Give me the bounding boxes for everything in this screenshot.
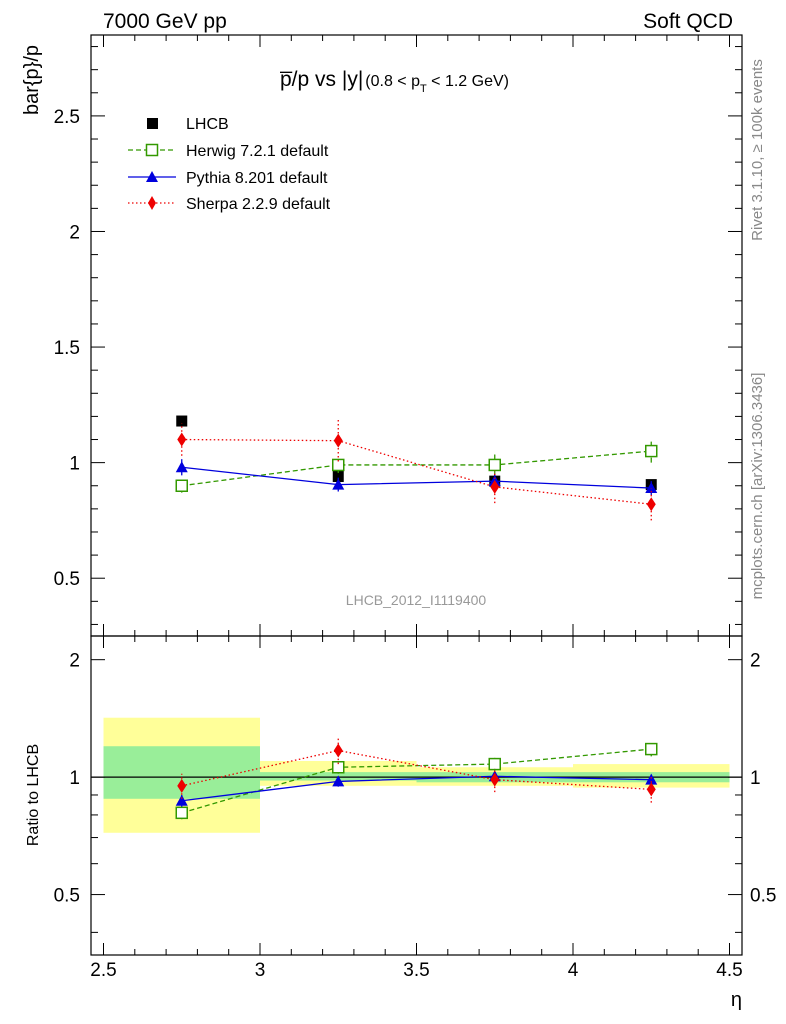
ticks: 2.5 3 3.5 4 4.5 0.5 1 1.5 2 2.5 0.5 0.5 1 1 2 2	[54, 35, 776, 981]
legend-herwig-marker	[145, 143, 159, 157]
herwig-line	[181, 450, 652, 487]
herwig-ratio-point	[645, 742, 658, 756]
legend-sherpa-marker	[148, 196, 156, 210]
pythia-ratio-line	[181, 775, 652, 802]
x-axis-label: η	[731, 989, 742, 1011]
sherpa-point	[646, 497, 656, 512]
sherpa-point	[490, 479, 500, 494]
analysis-id: LHCB_2012_I1119400	[346, 592, 487, 608]
herwig-point	[488, 458, 501, 472]
herwig-ratio-point	[175, 806, 188, 820]
ratio-tick-label: 2	[69, 651, 80, 672]
sherpa-ratio-line	[181, 749, 652, 791]
pythia-point	[175, 461, 188, 473]
y-tick-label: 0.5	[54, 569, 80, 590]
legend-sherpa-label: Sherpa 2.2.9 default	[186, 196, 331, 213]
sherpa-ratio-point	[333, 743, 343, 758]
rivet-label: Rivet 3.1.10, ≥ 100k events	[749, 59, 766, 241]
herwig-point	[645, 444, 658, 458]
y-tick-label: 2.5	[54, 107, 80, 128]
header-left: 7000 GeV pp	[103, 10, 227, 33]
herwig-ratio-point	[488, 757, 501, 771]
ratio-bands	[103, 717, 730, 833]
sherpa-point	[333, 433, 343, 448]
pythia-point	[332, 478, 345, 490]
legend-herwig-label: Herwig 7.2.1 default	[186, 143, 329, 160]
herwig-point	[332, 458, 345, 472]
herwig-point	[175, 479, 188, 492]
title-main: p̅/p vs |y|	[279, 68, 363, 91]
pythia-ratio-point	[645, 773, 658, 785]
x-tick-label: 4	[568, 960, 579, 981]
main-series	[175, 415, 658, 521]
header-right: Soft QCD	[643, 10, 733, 33]
x-tick-label: 3	[255, 960, 266, 981]
sherpa-ratio-point	[490, 772, 500, 787]
legend: LHCB Herwig 7.2.1 default Pythia 8.201 d…	[128, 116, 331, 213]
chart-title: p̅/p vs |y| (0.8 < pT < 1.2 GeV)	[279, 68, 509, 95]
legend-lhcb-marker	[147, 118, 158, 129]
title-cut-sub: T	[420, 83, 427, 95]
sherpa-point	[177, 432, 187, 447]
pythia-ratio-point	[175, 794, 188, 806]
lhcb-point	[176, 415, 188, 427]
legend-lhcb-label: LHCB	[186, 116, 229, 133]
y-tick-label: 1.5	[54, 338, 80, 359]
ratio-series	[175, 737, 658, 820]
ratio-tick-label-right: 0.5	[750, 886, 776, 907]
source-label: mcplots.cern.ch [arXiv:1306.3436]	[749, 373, 766, 600]
y-tick-label: 2	[69, 222, 80, 243]
legend-pythia-marker	[146, 171, 158, 182]
ratio-axis-label: Ratio to LHCB	[25, 744, 42, 846]
x-tick-label: 3.5	[403, 960, 429, 981]
ratio-tick-label: 0.5	[54, 886, 80, 907]
x-tick-label: 2.5	[90, 960, 116, 981]
ratio-tick-label: 1	[69, 768, 80, 789]
pythia-point	[645, 482, 658, 494]
y-axis-label: bar{p}/p	[21, 45, 43, 115]
legend-pythia-label: Pythia 8.201 default	[186, 170, 328, 187]
herwig-ratio-point	[332, 761, 345, 774]
ratio-tick-label-right: 2	[750, 651, 761, 672]
sherpa-ratio-point	[646, 782, 656, 797]
title-cut-prefix: (0.8 < p	[365, 73, 420, 90]
x-tick-label: 4.5	[716, 960, 742, 981]
pythia-ratio-point	[332, 775, 345, 787]
y-tick-label: 1	[69, 454, 80, 475]
pythia-line	[181, 466, 652, 489]
ratio-tick-label-right: 1	[750, 768, 761, 789]
title-cut-suffix: < 1.2 GeV)	[427, 73, 509, 90]
sherpa-ratio-point	[177, 778, 187, 793]
lhcb-point	[332, 471, 344, 483]
sherpa-line	[181, 438, 652, 505]
